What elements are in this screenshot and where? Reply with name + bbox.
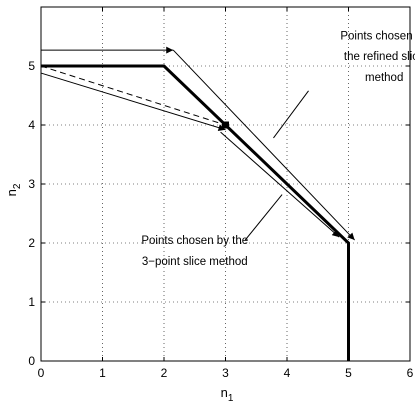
marked-point: [222, 121, 229, 129]
x-axis-label-sub: 1: [228, 393, 234, 404]
arrow-refined: [172, 49, 356, 241]
y-tick-label: 5: [28, 59, 35, 73]
annotations: Points chosen by the refined slice method P…: [141, 30, 415, 267]
y-axis-label-main: n: [4, 189, 19, 196]
annotation-pointer: [244, 194, 283, 241]
x-tick-label: 5: [345, 366, 352, 380]
y-tick-label: 0: [28, 354, 35, 368]
x-tick-label: 0: [38, 366, 45, 380]
boundary-line: [41, 64, 350, 361]
marks: [40, 46, 356, 361]
annotation-pointer: [273, 90, 309, 139]
annotation-text: 3−point slice method: [142, 256, 248, 268]
y-tick-label: 2: [28, 236, 35, 250]
y-axis-label-sub: 2: [12, 183, 23, 189]
y-axis-label-group: n2: [4, 183, 23, 196]
x-tick-label: 3: [222, 366, 229, 380]
arrow-three-point: [40, 72, 226, 132]
dashed-line: [40, 65, 226, 126]
x-tick-label: 4: [284, 366, 291, 380]
y-axis-label: n2: [4, 183, 23, 196]
y-tick-label: 1: [28, 295, 35, 309]
annotation-text: Points chosen by the: [141, 235, 248, 247]
x-axis-label: n1: [221, 385, 234, 404]
x-axis-label-main: n: [221, 385, 228, 400]
ticks: 0 1 2 3 4 5 6 0 1 2 3 4 5: [28, 7, 414, 380]
annotation-text: method: [365, 72, 403, 84]
y-tick-label: 3: [28, 177, 35, 191]
y-tick-label: 4: [28, 118, 35, 132]
annotation-text: Points chosen by: [340, 30, 415, 42]
annotation-text: the refined slice: [344, 51, 415, 63]
x-tick-label: 1: [99, 366, 106, 380]
x-tick-label: 6: [407, 366, 414, 380]
arrow-three-point: [220, 131, 340, 238]
x-tick-label: 2: [161, 366, 168, 380]
